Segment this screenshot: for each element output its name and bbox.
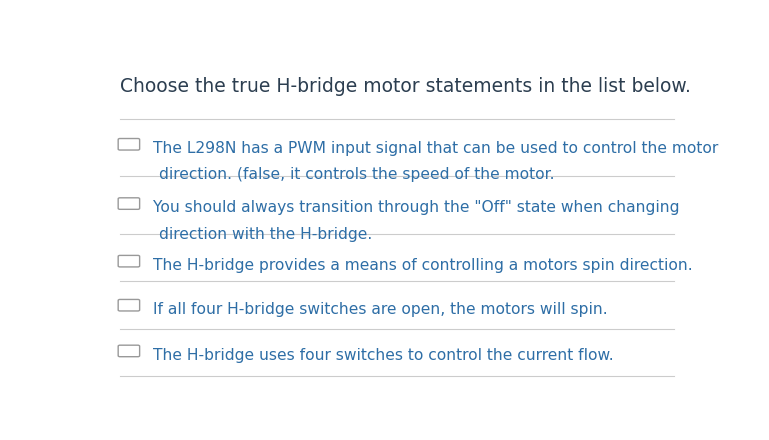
Text: Choose the true H-bridge motor statements in the list below.: Choose the true H-bridge motor statement… bbox=[120, 77, 691, 95]
Text: direction with the H-bridge.: direction with the H-bridge. bbox=[158, 227, 372, 242]
Text: The H-bridge provides a means of controlling a motors spin direction.: The H-bridge provides a means of control… bbox=[153, 258, 692, 273]
FancyBboxPatch shape bbox=[118, 300, 140, 311]
FancyBboxPatch shape bbox=[118, 255, 140, 267]
Text: If all four H-bridge switches are open, the motors will spin.: If all four H-bridge switches are open, … bbox=[153, 302, 608, 317]
Text: direction. (false, it controls the speed of the motor.: direction. (false, it controls the speed… bbox=[158, 167, 554, 182]
Text: The L298N has a PWM input signal that can be used to control the motor: The L298N has a PWM input signal that ca… bbox=[153, 141, 718, 156]
FancyBboxPatch shape bbox=[118, 198, 140, 209]
Text: You should always transition through the "Off" state when changing: You should always transition through the… bbox=[153, 200, 679, 215]
FancyBboxPatch shape bbox=[118, 345, 140, 357]
Text: The H-bridge uses four switches to control the current flow.: The H-bridge uses four switches to contr… bbox=[153, 348, 614, 363]
FancyBboxPatch shape bbox=[118, 139, 140, 150]
